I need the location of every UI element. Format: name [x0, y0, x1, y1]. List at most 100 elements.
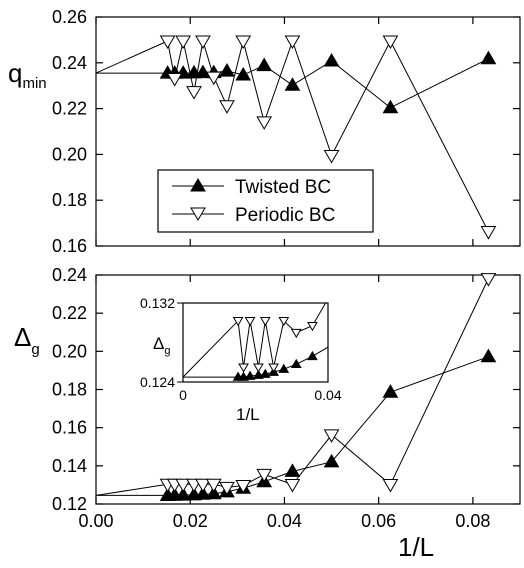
inset-twisted-point-8	[290, 358, 302, 368]
inset-xtick-label-1: 0.04	[314, 387, 341, 403]
bottom-twisted-point-5	[195, 486, 211, 500]
top-ytick-label-5: 0.26	[52, 7, 87, 27]
inset-xtick-label-0: 0	[179, 387, 187, 403]
inset-plot-frame	[182, 302, 329, 383]
bottom-xtick-label-1: 0.02	[173, 511, 208, 531]
inset-periodic-point-5	[259, 317, 271, 327]
bottom-panel: 0.12 0.14 0.16 0.18 0.20 0.22 0.24 0.00 0.02 0.04…	[14, 265, 521, 562]
bottom-periodic-point-13	[480, 273, 497, 287]
bottom-twisted-point-10	[284, 463, 301, 477]
top-twisted-point-13	[480, 50, 497, 65]
top-ytick-label-4: 0.24	[52, 53, 87, 73]
bottom-xtick-label-3: 0.06	[361, 511, 396, 531]
top-periodic-point-12	[382, 35, 399, 50]
bottom-periodic-point-10	[284, 478, 301, 493]
top-periodic-point-11	[323, 150, 340, 164]
bottom-xtick-label-2: 0.04	[267, 511, 302, 531]
inset-x-axis-label: 1/L	[236, 405, 260, 424]
bottom-xtick-label-0: 0.00	[78, 511, 113, 531]
bottom-periodic-point-8	[235, 479, 252, 494]
top-plot-frame	[95, 16, 521, 247]
bottom-series	[95, 273, 497, 501]
legend-box	[157, 169, 374, 233]
bottom-ytick-label-4: 0.20	[52, 341, 87, 361]
inset-periodic-point-7	[278, 317, 290, 327]
bottom-periodic-point-3	[175, 478, 192, 493]
bottom-periodic-point-5	[195, 478, 211, 493]
bottom-ylabel-main: Δ	[14, 322, 31, 352]
bottom-periodic-point-6	[205, 478, 222, 493]
inset-twisted-point-9	[307, 350, 318, 361]
bottom-ytick-label-5: 0.22	[52, 303, 87, 323]
top-periodic-point-1	[159, 35, 176, 50]
inset-series	[183, 285, 339, 381]
top-twisted-point-7	[219, 63, 235, 77]
top-ytick-label-1: 0.18	[52, 190, 87, 210]
top-twisted-point-9	[256, 57, 273, 72]
bottom-ytick-label-0: 0.12	[52, 494, 87, 514]
top-ylabel-main: q	[8, 58, 22, 88]
top-periodic-point-8	[235, 35, 252, 50]
top-ytick-label-3: 0.22	[52, 99, 87, 119]
bottom-twisted-point-3	[175, 487, 192, 501]
bottom-twisted-point-11	[323, 453, 340, 468]
top-periodic-point-2	[166, 73, 183, 87]
bottom-twisted-point-6	[205, 485, 222, 500]
inset-ytick-label-0: 0.124	[140, 374, 175, 390]
bottom-periodic-point-7	[219, 481, 235, 496]
top-ytick-label-2: 0.20	[52, 144, 87, 164]
top-periodic-point-4	[186, 86, 202, 100]
top-twisted-point-11	[323, 52, 340, 67]
legend-marker-periodic	[190, 207, 206, 221]
bottom-ytick-label-6: 0.24	[52, 265, 87, 285]
inset-periodic-point-8	[290, 328, 302, 339]
bottom-ytick-label-1: 0.14	[52, 456, 87, 476]
inset-periodic-point-6	[268, 363, 279, 373]
legend-marker-twisted	[190, 178, 206, 192]
top-periodic-point-13	[480, 226, 497, 240]
bottom-axes: 0.12 0.14 0.16 0.18 0.20 0.22 0.24 0.00 0.02 0.04…	[52, 265, 520, 531]
top-twisted-point-10	[284, 77, 301, 91]
top-twisted-point-8	[235, 66, 252, 81]
bottom-twisted-point-12	[382, 384, 399, 398]
inset-ylabel-sub: g	[164, 345, 170, 357]
top-panel: 0.16 0.18 0.20 0.22 0.24 0.26 qmin Twisted BC…	[8, 7, 521, 256]
top-periodic-point-5	[195, 35, 211, 50]
inset-twisted-point-10	[330, 339, 339, 347]
inset-ytick-label-1: 0.132	[140, 295, 175, 311]
inset-ylabel-main: Δ	[153, 334, 164, 353]
inset-axes: 0.124 0.132 0 0.04	[140, 295, 342, 403]
bottom-ytick-label-3: 0.18	[52, 380, 87, 400]
inset-chart: 0.124 0.132 0 0.04 Δg 1/L	[140, 285, 342, 424]
top-y-axis-label: qmin	[8, 58, 47, 92]
inset-twisted-point-4	[253, 369, 264, 379]
top-periodic-point-3	[175, 35, 192, 50]
inset-periodic-point-10	[330, 285, 339, 293]
inset-periodic-point-1	[232, 317, 244, 327]
top-axes: 0.16 0.18 0.20 0.22 0.24 0.26	[52, 7, 520, 256]
top-periodic-point-7	[219, 100, 235, 114]
inset-periodic-point-4	[253, 363, 264, 373]
top-periodic-point-10	[284, 35, 301, 50]
bottom-periodic-point-9	[256, 468, 273, 483]
inset-twisted-point-3	[244, 370, 256, 380]
bottom-ylabel-sub: g	[31, 341, 39, 358]
inset-twisted-point-5	[259, 368, 271, 378]
top-periodic-point-9	[256, 116, 273, 130]
top-series	[95, 35, 497, 240]
top-twisted-point-12	[382, 99, 399, 114]
inset-periodic-point-3	[244, 317, 256, 327]
bottom-periodic-point-12	[382, 478, 399, 493]
bottom-ytick-label-2: 0.16	[52, 418, 87, 438]
inset-y-axis-label: Δg	[153, 334, 170, 357]
bottom-y-axis-label: Δg	[14, 322, 40, 358]
bottom-xtick-label-4: 0.08	[455, 511, 490, 531]
legend: Twisted BC Periodic BC	[157, 169, 374, 233]
top-periodic-point-6	[205, 71, 222, 86]
top-twisted-point-5	[195, 64, 211, 79]
bottom-periodic-point-11	[323, 429, 340, 443]
bottom-twisted-point-13	[480, 348, 497, 363]
inset-periodic-point-2	[238, 363, 249, 373]
